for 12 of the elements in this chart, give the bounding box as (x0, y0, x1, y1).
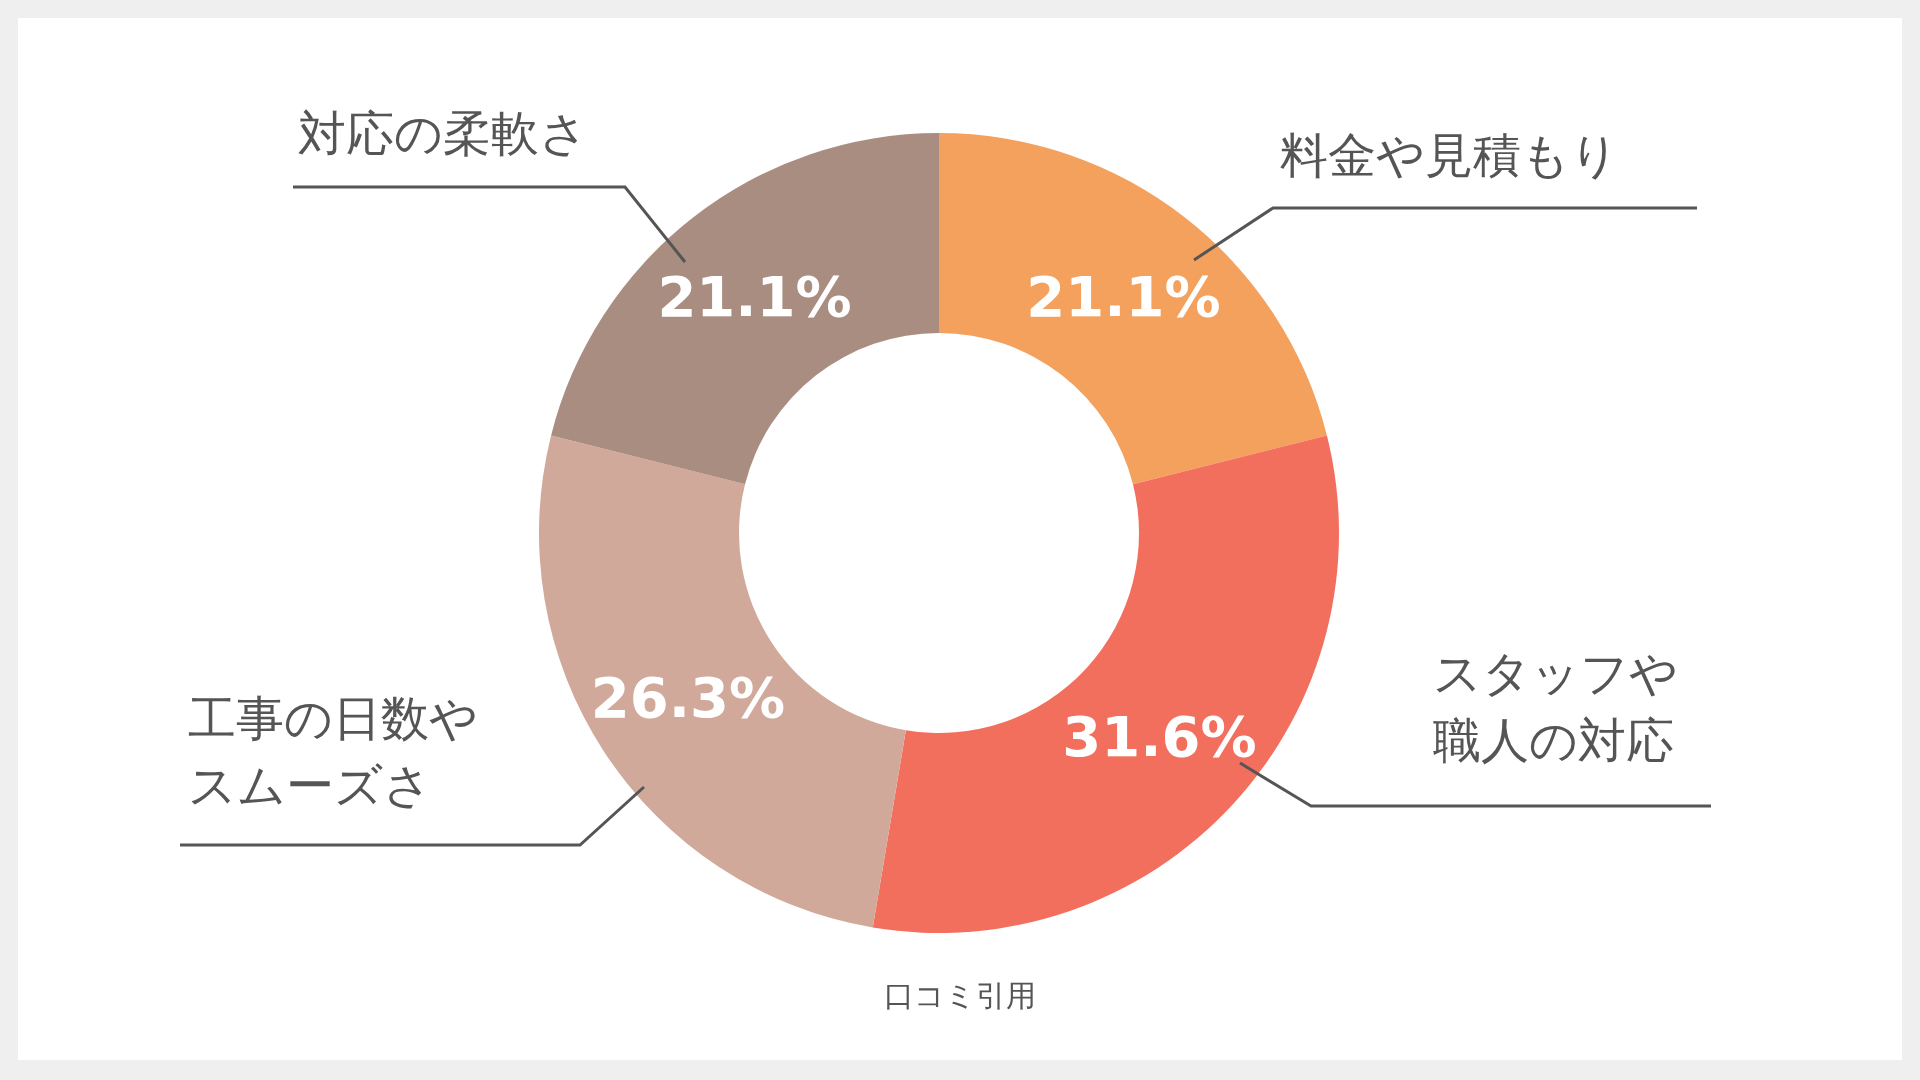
slice-label: 工事の日数やスムーズさ (188, 689, 479, 816)
data-label: 21.1% (1026, 264, 1221, 330)
donut-slice (872, 435, 1339, 933)
donut-slice (539, 435, 906, 928)
slice-label: 料金や見積もり (1280, 126, 1620, 185)
donut-slice (939, 133, 1327, 485)
data-label: 31.6% (1062, 704, 1257, 770)
text: 口コミ引用 (883, 977, 1037, 1015)
data-label: 26.3% (590, 665, 786, 731)
data-label: 21.1% (657, 264, 852, 330)
slice-label: 対応の柔軟さ (298, 104, 589, 163)
slice-label: スタッフや職人の対応 (1433, 644, 1679, 771)
